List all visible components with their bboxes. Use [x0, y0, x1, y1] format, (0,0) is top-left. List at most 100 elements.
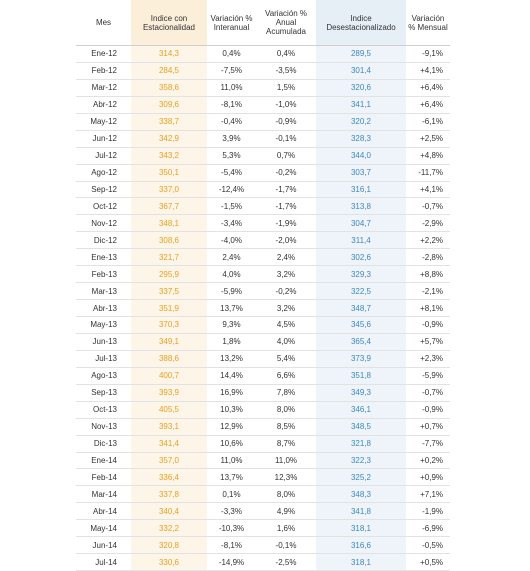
cell-var-interanual: 12,9% — [207, 418, 256, 436]
cell-indice: 337,8 — [131, 485, 207, 504]
cell-var-acumulada: -0,1% — [256, 130, 316, 148]
cell-mes: Ene-12 — [76, 45, 131, 63]
cell-mes: May-12 — [76, 113, 131, 131]
cell-var-interanual: 5,3% — [207, 147, 256, 165]
header-var-interanual: Variación % Interanual — [207, 0, 256, 46]
cell-var-mensual: +6,4% — [406, 96, 450, 114]
cell-indice: 340,4 — [131, 502, 207, 521]
cell-indice: 337,5 — [131, 282, 207, 301]
cell-var-mensual: +4,1% — [406, 62, 450, 80]
cell-indice-desest: 313,8 — [316, 197, 406, 216]
cell-var-interanual: -10,3% — [207, 519, 256, 538]
cell-var-interanual: 11,0% — [207, 452, 256, 470]
cell-indice-desest: 346,1 — [316, 401, 406, 419]
cell-indice-desest: 289,5 — [316, 45, 406, 63]
cell-var-mensual: +4,8% — [406, 147, 450, 165]
cell-indice: 341,4 — [131, 435, 207, 453]
cell-var-acumulada: 4,0% — [256, 333, 316, 351]
cell-indice: 388,6 — [131, 350, 207, 368]
cell-var-mensual: -6,9% — [406, 519, 450, 538]
cell-var-mensual: -2,8% — [406, 248, 450, 267]
cell-var-acumulada: 2,4% — [256, 248, 316, 267]
cell-var-interanual: -1,5% — [207, 197, 256, 216]
cell-indice-desest: 316,1 — [316, 181, 406, 199]
cell-var-mensual: +2,5% — [406, 130, 450, 148]
cell-mes: Dic-13 — [76, 435, 131, 453]
table-row: Sep-13 393,9 16,9% 7,8% 349,3 -0,7% — [76, 384, 450, 402]
cell-mes: Sep-13 — [76, 384, 131, 402]
cell-var-acumulada: 8,7% — [256, 435, 316, 453]
data-table-container: Mes Indice con Estacionalidad Variación … — [76, 0, 450, 571]
cell-mes: Oct-13 — [76, 401, 131, 419]
table-row: Ene-13 321,7 2,4% 2,4% 302,6 -2,8% — [76, 248, 450, 267]
cell-var-mensual: +0,9% — [406, 468, 450, 487]
cell-var-mensual: -0,7% — [406, 384, 450, 402]
cell-var-interanual: -0,4% — [207, 113, 256, 131]
cell-indice: 350,1 — [131, 164, 207, 182]
cell-var-acumulada: -1,0% — [256, 96, 316, 114]
table-row: Mar-13 337,5 -5,9% -0,2% 322,5 -2,1% — [76, 282, 450, 301]
cell-var-acumulada: 5,4% — [256, 350, 316, 368]
cell-var-interanual: 3,9% — [207, 130, 256, 148]
cell-indice-desest: 301,4 — [316, 62, 406, 80]
cell-mes: Feb-12 — [76, 62, 131, 80]
cell-indice-desest: 318,1 — [316, 519, 406, 538]
table-row: Jul-13 388,6 13,2% 5,4% 373,9 +2,3% — [76, 350, 450, 368]
cell-mes: Mar-13 — [76, 282, 131, 301]
cell-var-acumulada: 7,8% — [256, 384, 316, 402]
cell-indice-desest: 329,3 — [316, 265, 406, 284]
cell-indice-desest: 304,7 — [316, 214, 406, 233]
cell-var-mensual: +8,8% — [406, 265, 450, 284]
cell-var-acumulada: 8,0% — [256, 485, 316, 504]
cell-mes: Nov-12 — [76, 214, 131, 233]
cell-mes: Nov-13 — [76, 418, 131, 436]
cell-var-acumulada: 1,5% — [256, 79, 316, 97]
cell-indice-desest: 365,4 — [316, 333, 406, 351]
cell-var-acumulada: 6,6% — [256, 367, 316, 385]
cell-indice-desest: 322,3 — [316, 452, 406, 470]
cell-var-acumulada: -1,7% — [256, 197, 316, 216]
cell-indice: 393,1 — [131, 418, 207, 436]
cell-indice: 308,6 — [131, 231, 207, 250]
cell-var-acumulada: -3,5% — [256, 62, 316, 80]
cell-var-interanual: 13,7% — [207, 468, 256, 487]
cell-indice: 330,6 — [131, 553, 207, 571]
cell-var-acumulada: 3,2% — [256, 265, 316, 284]
cell-var-mensual: +0,2% — [406, 452, 450, 470]
cell-var-mensual: +6,4% — [406, 79, 450, 97]
cell-var-mensual: +4,1% — [406, 181, 450, 199]
cell-indice: 351,9 — [131, 299, 207, 317]
cell-var-acumulada: -1,9% — [256, 214, 316, 233]
cell-var-acumulada: -1,7% — [256, 181, 316, 199]
cell-var-interanual: -7,5% — [207, 62, 256, 80]
table-row: Mar-12 358,6 11,0% 1,5% 320,6 +6,4% — [76, 79, 450, 97]
cell-indice: 309,6 — [131, 96, 207, 114]
cell-var-interanual: -4,0% — [207, 231, 256, 250]
cell-indice-desest: 318,1 — [316, 553, 406, 571]
cell-mes: Abr-12 — [76, 96, 131, 114]
cell-indice-desest: 325,2 — [316, 468, 406, 487]
cell-var-interanual: 13,2% — [207, 350, 256, 368]
cell-var-interanual: -3,4% — [207, 214, 256, 233]
cell-indice: 295,9 — [131, 265, 207, 284]
table-row: Ene-12 314,3 0,4% 0,4% 289,5 -9,1% — [76, 45, 450, 63]
cell-var-mensual: +5,7% — [406, 333, 450, 351]
cell-var-interanual: 9,3% — [207, 316, 256, 334]
cell-var-mensual: +0,5% — [406, 553, 450, 571]
cell-indice: 338,7 — [131, 113, 207, 131]
cell-indice: 400,7 — [131, 367, 207, 385]
cell-indice-desest: 321,8 — [316, 435, 406, 453]
cell-var-mensual: +2,2% — [406, 231, 450, 250]
cell-indice: 284,5 — [131, 62, 207, 80]
table-row: Abr-14 340,4 -3,3% 4,9% 341,8 -1,9% — [76, 502, 450, 521]
table-row: Oct-13 405,5 10,3% 8,0% 346,1 -0,9% — [76, 401, 450, 419]
table-row: Jun-14 320,8 -8,1% -0,1% 316,6 -0,5% — [76, 536, 450, 555]
cell-var-mensual: -0,7% — [406, 197, 450, 216]
cell-var-interanual: -8,1% — [207, 536, 256, 555]
table-row: Dic-12 308,6 -4,0% -2,0% 311,4 +2,2% — [76, 231, 450, 250]
header-mes: Mes — [76, 0, 131, 46]
cell-var-interanual: 0,4% — [207, 45, 256, 63]
table-row: Nov-13 393,1 12,9% 8,5% 348,5 +0,7% — [76, 418, 450, 436]
cell-var-mensual: -1,9% — [406, 502, 450, 521]
cell-var-mensual: +7,1% — [406, 485, 450, 504]
